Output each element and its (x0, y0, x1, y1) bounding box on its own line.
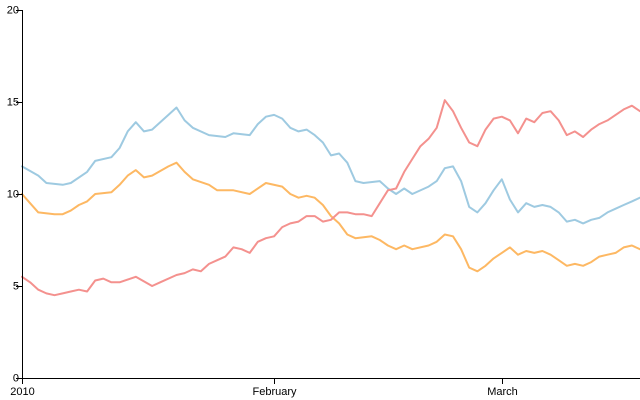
ticks-layer: 0 5 10 15 20 2010 February March (7, 5, 518, 399)
x-tick-label: March (487, 386, 518, 398)
series-line-2 (21, 161, 640, 273)
x-tick-label: February (252, 386, 297, 398)
y-tick-label: 0 (13, 373, 19, 385)
series-layer (21, 99, 640, 297)
y-tick-label: 5 (13, 281, 19, 293)
x-tick-label: 2010 (10, 386, 34, 398)
y-tick-label: 20 (7, 5, 19, 17)
series-line-3 (21, 99, 640, 297)
y-tick-label: 10 (7, 189, 19, 201)
series-line-1 (21, 106, 640, 225)
y-tick-label: 15 (7, 97, 19, 109)
axes-layer (22, 10, 640, 379)
